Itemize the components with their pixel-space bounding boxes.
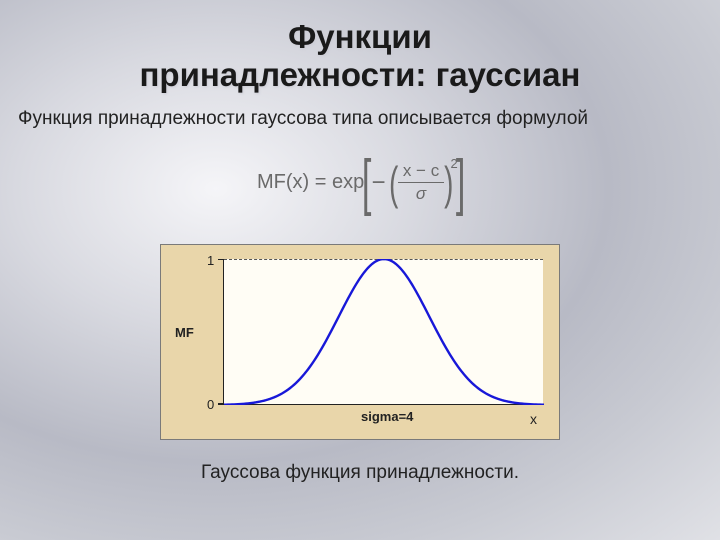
right-paren-icon: ): [444, 160, 453, 206]
subtitle-text: Функция принадлежности гауссова типа опи…: [0, 94, 720, 130]
y-axis-label: MF: [175, 325, 194, 340]
gaussian-chart: 1 0 MF sigma=4 x: [160, 244, 560, 440]
chart-caption: Гауссова функция принадлежности.: [0, 440, 720, 484]
title-line-2: принадлежности: гауссиан: [140, 56, 581, 93]
fraction: x − c σ: [397, 162, 445, 204]
title-line-1: Функции: [288, 18, 432, 55]
ytick-1: 1: [207, 253, 214, 268]
plot-area: [223, 259, 543, 405]
slide-title: Функции принадлежности: гауссиан: [0, 0, 720, 94]
x-axis-label: x: [530, 411, 537, 427]
denominator: σ: [398, 182, 444, 204]
left-bracket-icon: [: [362, 152, 371, 214]
gaussian-curve: [224, 259, 544, 405]
right-bracket-icon: ]: [456, 152, 465, 214]
param-label: sigma=4: [361, 409, 413, 424]
minus-sign: −: [371, 169, 385, 197]
ytick-0: 0: [207, 397, 214, 412]
formula-lhs: MF(x) = exp: [257, 171, 364, 194]
formula-block: MF(x) = exp [ − ( x − c σ ) 2 ]: [0, 130, 720, 214]
numerator: x − c: [397, 162, 445, 183]
left-paren-icon: (: [389, 160, 398, 206]
